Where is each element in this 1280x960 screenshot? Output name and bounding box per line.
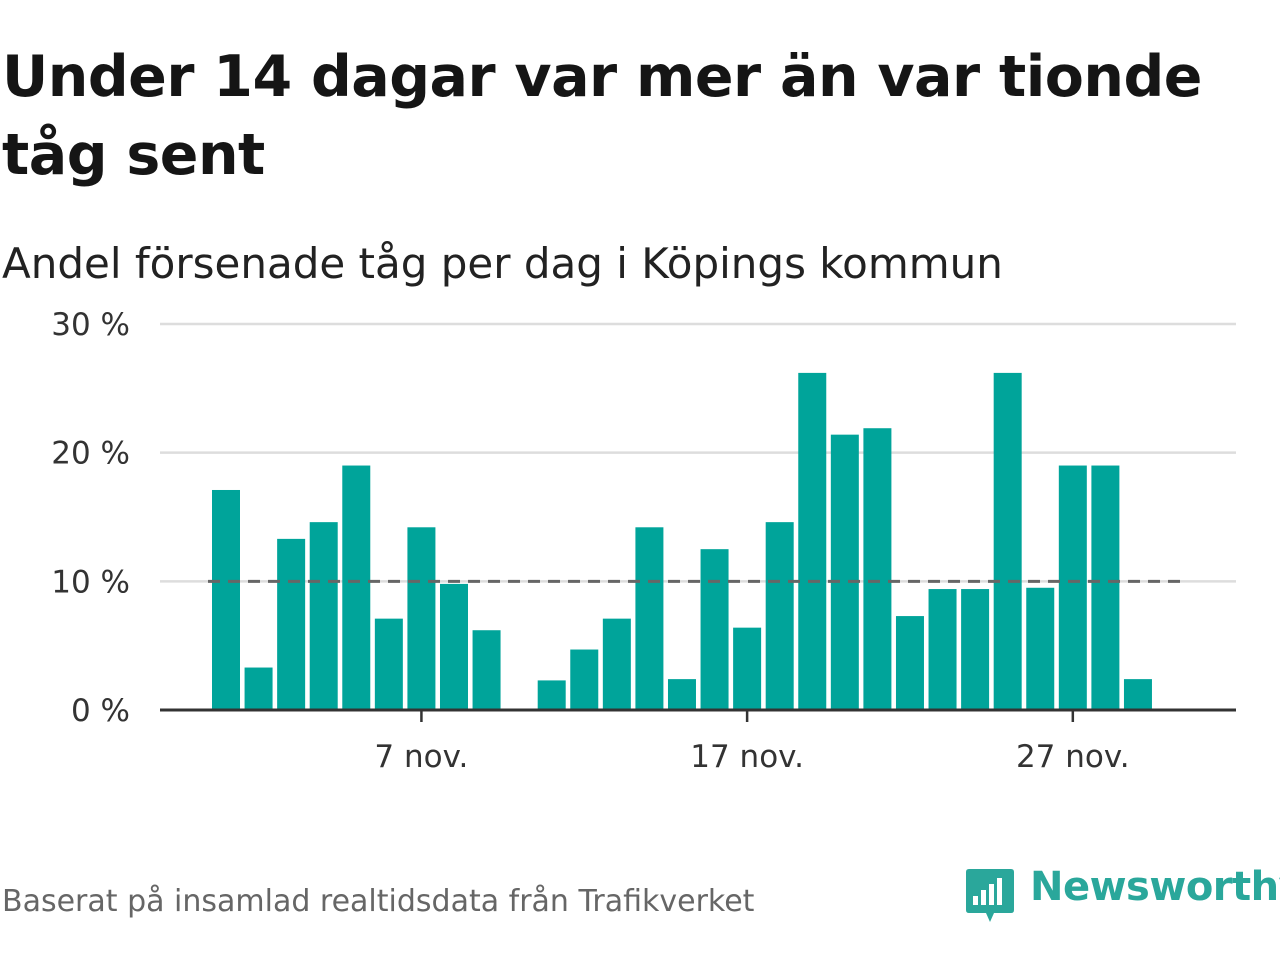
bar	[798, 372, 827, 710]
bar	[244, 667, 273, 710]
bar	[570, 649, 599, 710]
bars	[212, 372, 1152, 710]
bar	[667, 679, 696, 710]
y-axis-ticks: 0 % 10 % 20 % 30 %	[51, 307, 130, 729]
bar	[407, 527, 436, 710]
bar	[830, 434, 859, 710]
bar	[700, 549, 729, 710]
y-tick-label: 0 %	[71, 693, 130, 729]
y-tick-label: 30 %	[51, 307, 130, 343]
bar	[895, 616, 924, 710]
bar	[439, 583, 468, 710]
x-axis: 7 nov. 17 nov. 27 nov.	[160, 708, 1236, 775]
bar	[1091, 465, 1120, 710]
chart-title: Under 14 dagar var mer än var tionde tåg…	[2, 44, 1202, 188]
bar	[472, 630, 501, 710]
bar	[993, 372, 1022, 710]
bar	[537, 680, 566, 710]
x-tick-label: 17 nov.	[690, 739, 804, 775]
bar	[342, 465, 371, 710]
bar	[961, 589, 990, 710]
bar	[277, 538, 306, 710]
brand-name: Newsworthy	[1030, 864, 1280, 910]
bar	[602, 618, 631, 710]
x-tick-label: 27 nov.	[1016, 739, 1130, 775]
bar	[374, 618, 403, 710]
bar	[212, 489, 240, 710]
bar-chart: 0 % 10 % 20 % 30 % 7 nov. 17 nov. 27 nov.	[51, 307, 1236, 775]
chart-subtitle: Andel försenade tåg per dag i Köpings ko…	[2, 239, 1003, 288]
bar	[1026, 587, 1055, 710]
bar	[733, 627, 762, 710]
bar	[863, 428, 892, 710]
x-tick-label: 7 nov.	[374, 739, 468, 775]
bar	[309, 522, 338, 710]
source-note: Baserat på insamlad realtidsdata från Tr…	[2, 884, 755, 919]
bar	[1123, 679, 1152, 710]
bar	[928, 589, 957, 710]
bar	[635, 527, 664, 710]
y-tick-label: 10 %	[51, 564, 130, 600]
bar	[1058, 465, 1087, 710]
newsworthy-logo-icon	[966, 869, 1014, 922]
y-tick-label: 20 %	[51, 436, 130, 472]
bar	[765, 522, 794, 710]
